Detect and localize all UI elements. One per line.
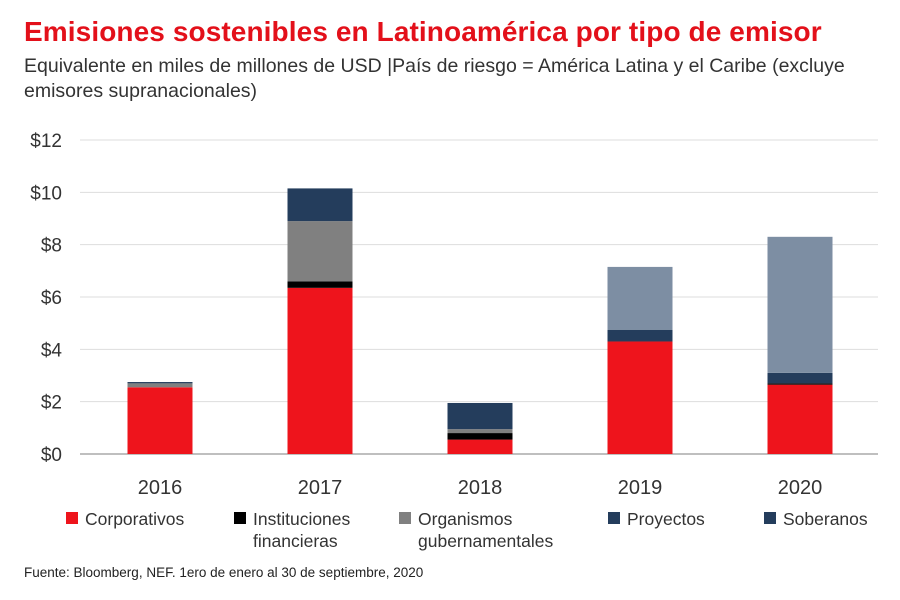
bar-2017-proyectos (287, 188, 353, 222)
y-tick-label-12: $12 (30, 131, 62, 152)
bar-2018-instituciones-financieras (447, 433, 513, 440)
legend-swatch-instituciones-financieras (234, 512, 246, 524)
bar-2020-soberanos (767, 236, 833, 373)
bar-2018-organismos-gubernamentales (447, 429, 513, 434)
chart-subtitle: Equivalente en miles de millones de USD … (24, 55, 845, 102)
x-tick-label-2017: 2017 (298, 477, 343, 499)
bar-2020-corporativos (767, 384, 833, 454)
bar-2020-instituciones-financieras (767, 383, 833, 385)
bar-2019-proyectos (607, 329, 673, 342)
legend-swatch-proyectos (608, 512, 620, 524)
source-note: Fuente: Bloomberg, NEF. 1ero de enero al… (24, 565, 424, 580)
legend-label-instituciones-financieras: Instituciones financieras (253, 509, 351, 551)
bar-2020-proyectos (767, 372, 833, 384)
chart-title: Emisiones sostenibles en Latinoamérica p… (24, 16, 822, 47)
bar-2018-corporativos (447, 439, 513, 454)
x-tick-label-2019: 2019 (618, 477, 663, 499)
legend-swatch-organismos-gubernamentales (399, 512, 411, 524)
y-tick-label-10: $10 (30, 183, 62, 204)
x-tick-label-2018: 2018 (458, 477, 503, 499)
bar-2017-instituciones-financieras (287, 281, 353, 288)
legend-item-instituciones-financieras: Instituciones financieras (234, 508, 384, 552)
legend: Corporativos Instituciones financieras O… (66, 508, 896, 554)
bar-2016-organismos-gubernamentales (127, 383, 193, 388)
legend-label-corporativos: Corporativos (85, 509, 185, 529)
x-tick-label-2016: 2016 (138, 477, 183, 499)
bar-2019-corporativos (607, 341, 673, 454)
legend-item-proyectos: Proyectos (608, 508, 738, 530)
y-tick-label-2: $2 (41, 393, 62, 414)
x-tick-label-2020: 2020 (778, 477, 823, 499)
legend-label-organismos-gubernamentales: Organismos gubernamentales (418, 509, 554, 551)
bar-2018-proyectos (447, 402, 513, 430)
legend-label-soberanos: Soberanos (783, 509, 868, 529)
bar-2016-corporativos (127, 387, 193, 454)
y-tick-label-6: $6 (41, 288, 62, 309)
bar-2017-corporativos (287, 287, 353, 454)
legend-item-corporativos: Corporativos (66, 508, 226, 530)
y-tick-label-8: $8 (41, 236, 62, 257)
bar-2019-soberanos (607, 266, 673, 330)
bar-2017-organismos-gubernamentales (287, 221, 353, 282)
legend-item-soberanos: Soberanos (764, 508, 894, 530)
y-tick-label-0: $0 (41, 445, 62, 466)
y-tick-label-4: $4 (41, 340, 63, 361)
legend-swatch-soberanos (764, 512, 776, 524)
legend-label-proyectos: Proyectos (627, 509, 705, 529)
legend-swatch-corporativos (66, 512, 78, 524)
bar-2016-proyectos (127, 382, 193, 384)
legend-item-organismos-gubernamentales: Organismos gubernamentales (399, 508, 584, 552)
